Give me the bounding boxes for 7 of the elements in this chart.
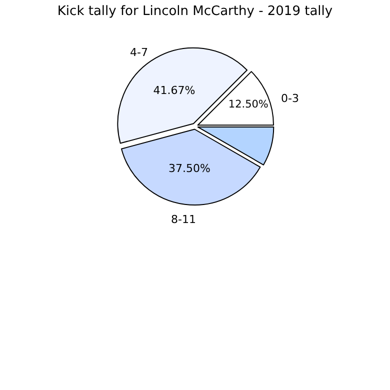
chart-title: Kick tally for Lincoln McCarthy - 2019 tally <box>57 4 333 19</box>
data-label: 41.67% <box>153 84 196 97</box>
data-label: 37.50% <box>168 162 210 175</box>
slice-label: 4-7 <box>130 46 148 59</box>
slice-label: 0-3 <box>281 92 299 105</box>
slice-label: 8-11 <box>171 213 196 226</box>
data-label: 12.50% <box>228 98 268 110</box>
